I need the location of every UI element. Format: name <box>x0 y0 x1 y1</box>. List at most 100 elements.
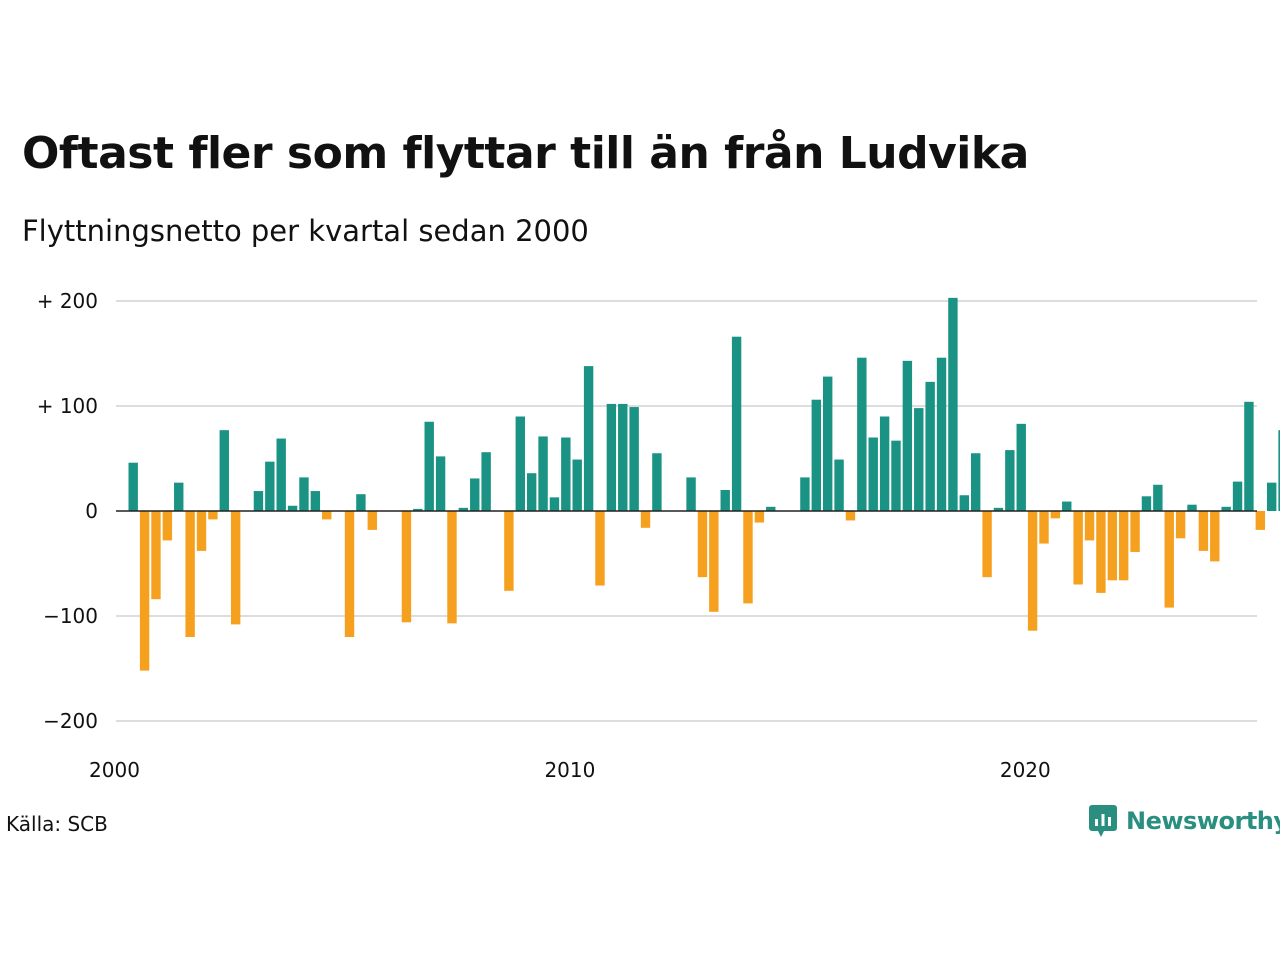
bar <box>595 511 605 586</box>
bar <box>230 511 241 625</box>
y-axis-ticks: + 200 + 100 0 −100 −200 <box>37 289 98 733</box>
brand-name: Newsworthy <box>1126 807 1280 835</box>
bar <box>1278 430 1280 511</box>
bar <box>1153 484 1163 511</box>
bar <box>811 399 821 511</box>
grid-lines <box>116 300 1257 722</box>
bar <box>344 511 355 637</box>
bar <box>174 482 184 511</box>
x-tick-label: 2010 <box>544 758 595 782</box>
newsworthy-icon <box>1089 805 1117 837</box>
bar <box>413 508 423 511</box>
x-axis-ticks: 2000 2010 2020 <box>89 758 1051 782</box>
bar <box>276 438 286 511</box>
bar <box>1118 511 1129 581</box>
bar <box>1039 511 1049 544</box>
bar <box>196 511 207 551</box>
bar <box>1084 511 1095 541</box>
x-tick-label: 2000 <box>89 758 140 782</box>
bar <box>265 461 275 511</box>
bar <box>1130 511 1140 552</box>
bar <box>481 452 491 511</box>
bar <box>709 511 719 612</box>
bar <box>1164 511 1174 608</box>
bar <box>1141 496 1152 511</box>
bar <box>367 511 377 530</box>
bar <box>1005 450 1015 511</box>
bar <box>1198 511 1209 551</box>
bar <box>435 456 446 511</box>
bar <box>219 430 229 511</box>
bar <box>845 511 856 521</box>
source-note: Källa: SCB <box>6 812 108 836</box>
bar <box>1210 511 1220 562</box>
bar <box>1232 481 1243 511</box>
bar <box>879 416 890 511</box>
bar <box>959 495 970 511</box>
bar <box>834 459 844 511</box>
bar <box>401 511 412 623</box>
bar <box>128 462 138 511</box>
bar <box>299 477 309 511</box>
bar <box>936 357 947 511</box>
y-tick-label: 0 <box>85 499 98 523</box>
bar <box>356 494 366 511</box>
bar <box>310 491 321 511</box>
bar <box>1255 511 1266 530</box>
bar <box>572 459 582 511</box>
bar <box>151 511 161 600</box>
brand-logo: Newsworthy <box>1088 804 1280 838</box>
bar <box>925 381 935 511</box>
bar <box>1062 501 1072 511</box>
bar <box>652 453 662 511</box>
bar <box>208 511 218 520</box>
bar <box>1267 482 1277 511</box>
bar <box>447 511 457 624</box>
bar <box>982 511 992 578</box>
bar <box>1221 506 1231 511</box>
bar <box>857 357 867 511</box>
bar <box>139 511 150 671</box>
bar <box>549 497 560 511</box>
bar <box>583 366 594 511</box>
bar <box>322 511 332 520</box>
bar <box>185 511 195 637</box>
bar <box>1073 511 1083 585</box>
bar <box>993 507 1004 511</box>
bar <box>640 511 651 528</box>
bar <box>629 407 639 511</box>
bar <box>424 421 434 511</box>
bar <box>914 408 924 511</box>
y-tick-label: + 200 <box>37 289 98 313</box>
chart-subtitle: Flyttningsnetto per kvartal sedan 2000 <box>22 214 589 248</box>
bar <box>902 360 913 511</box>
bar <box>948 297 958 511</box>
bar <box>504 511 514 591</box>
bar <box>697 511 708 578</box>
bar-chart: + 200 + 100 0 −100 −200 2000 2010 2020 <box>37 289 1280 782</box>
bar <box>458 507 469 511</box>
bar <box>287 505 298 511</box>
bar <box>162 511 173 541</box>
bar <box>720 490 730 511</box>
bar <box>1016 423 1026 511</box>
y-tick-label: −200 <box>43 709 98 733</box>
y-tick-label: + 100 <box>37 394 98 418</box>
bar <box>253 491 264 511</box>
bar <box>800 477 810 511</box>
bar <box>970 453 981 511</box>
bar <box>891 440 901 511</box>
chart-title: Oftast fler som flyttar till än från Lud… <box>22 128 1029 179</box>
bar <box>618 403 628 511</box>
bar <box>1050 511 1061 519</box>
bar <box>686 477 696 511</box>
bar <box>526 473 537 511</box>
bar <box>868 437 878 511</box>
y-tick-label: −100 <box>43 604 98 628</box>
bar <box>606 403 617 511</box>
bar <box>515 416 525 511</box>
bar <box>822 376 833 511</box>
bar <box>1096 511 1106 593</box>
bars <box>128 297 1280 671</box>
bar <box>766 506 776 511</box>
